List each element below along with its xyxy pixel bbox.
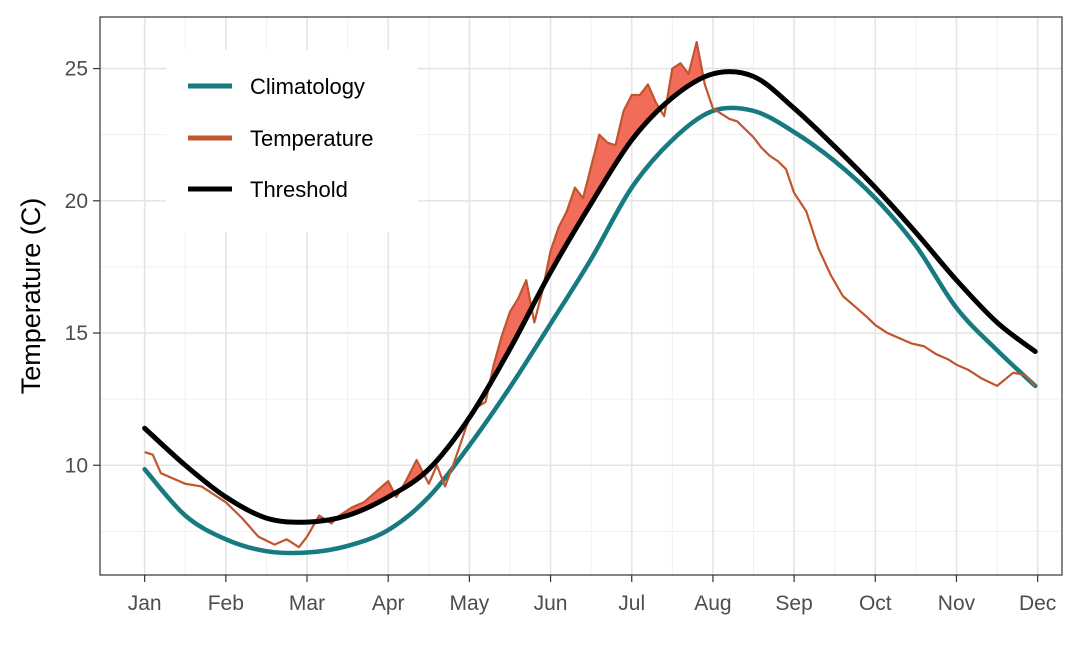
y-tick-label: 25 [65, 58, 88, 81]
x-tick-label: Jun [534, 592, 568, 615]
x-tick-label: Jul [618, 592, 645, 615]
series-line-threshold [142, 69, 1038, 525]
x-tick-label: Nov [938, 592, 976, 615]
exceedance-area [402, 460, 423, 487]
x-tick-label: Apr [372, 592, 405, 615]
legend-label-climatology: Climatology [250, 74, 365, 99]
x-tick-label: Jan [128, 592, 162, 615]
x-tick-label: Dec [1019, 592, 1056, 615]
exceedance-area [667, 42, 704, 104]
legend: Climatology Temperature Threshold [166, 50, 418, 232]
y-tick-label: 15 [65, 322, 88, 345]
x-tick-labels: Jan Feb Mar Apr May Jun Jul Aug Sep Oct Nov Dec [128, 592, 1057, 615]
legend-label-threshold: Threshold [250, 177, 348, 202]
legend-label-temperature: Temperature [250, 126, 374, 151]
y-axis-title: Temperature (C) [16, 198, 46, 395]
x-tick-label: May [450, 592, 490, 615]
series-line-climatology [142, 105, 1038, 556]
x-tick-label: Sep [775, 592, 812, 615]
y-tick-label: 20 [65, 190, 88, 213]
y-tick-label: 10 [65, 454, 88, 477]
x-tick-label: Feb [208, 592, 244, 615]
y-tick-labels: 10 15 20 25 [65, 58, 88, 478]
x-tick-label: Aug [694, 592, 731, 615]
exceedance-area [489, 281, 532, 383]
x-tick-label: Mar [289, 592, 325, 615]
legend-background [166, 50, 418, 232]
axis-ticks [93, 67, 1039, 582]
plot-panel-border [99, 16, 1063, 576]
x-tick-label: Oct [859, 592, 892, 615]
series-layer [142, 41, 1038, 556]
